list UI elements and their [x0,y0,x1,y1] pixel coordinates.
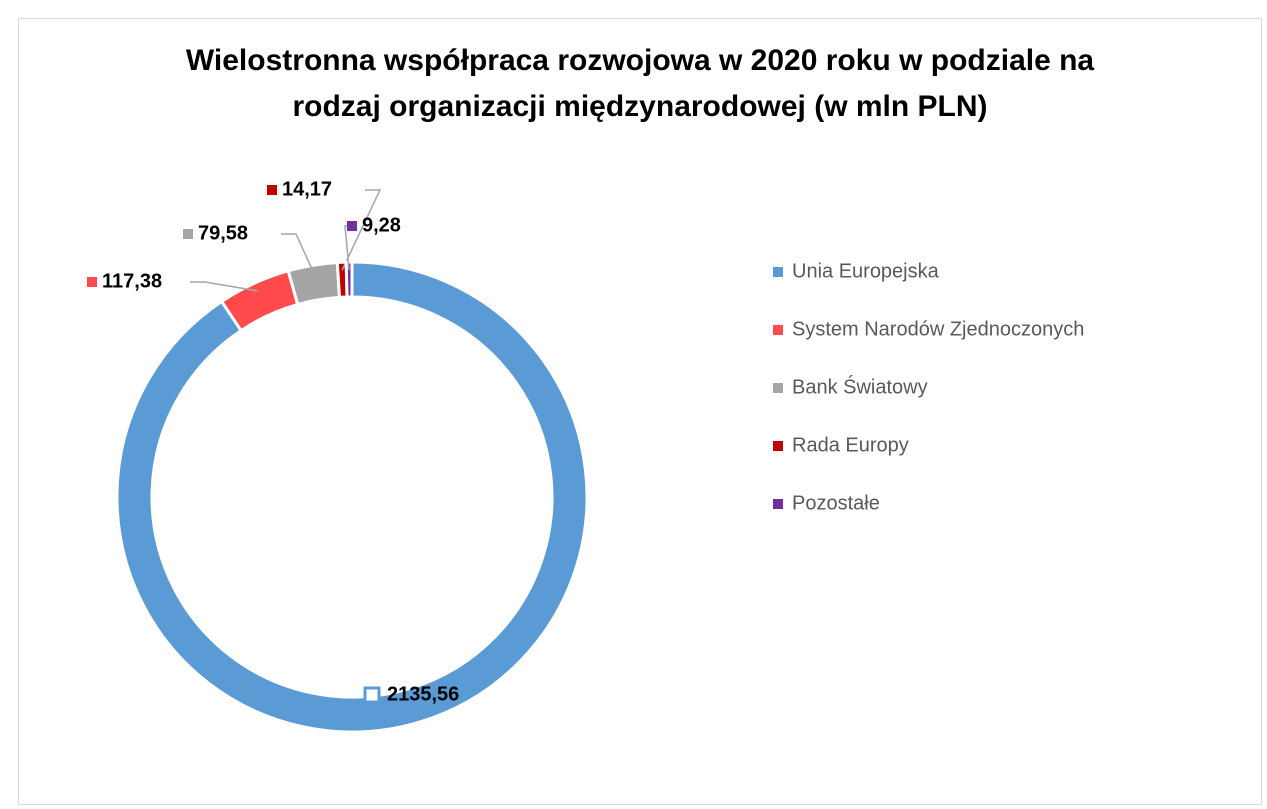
legend-marker [773,441,783,451]
value-label: 14,17 [282,178,332,200]
value-label: 117,38 [102,270,162,292]
label-marker [87,277,97,287]
donut-segment [286,260,342,307]
label-marker [363,686,381,704]
chart-border [18,18,1262,805]
legend-marker [773,325,783,335]
value-label: 79,58 [198,222,248,244]
legend-label: System Narodów Zjednoczonych [792,318,1084,340]
label-marker [183,229,193,239]
donut-segment [115,260,589,734]
chart-title: rodzaj organizacji międzynarodowej (w ml… [292,90,987,123]
value-label: 2135,56 [387,683,459,705]
legend-label: Pozostałe [792,492,880,514]
chart-title: Wielostronna współpraca rozwojowa w 2020… [186,44,1095,77]
legend-marker [773,383,783,393]
legend-label: Unia Europejska [792,260,940,282]
value-label: 9,28 [362,214,401,236]
legend-marker [773,499,783,509]
label-marker [267,185,277,195]
legend-marker [773,267,783,277]
leader-line [341,189,382,271]
legend-label: Rada Europy [792,434,909,456]
legend-label: Bank Światowy [792,374,928,398]
leader-line [281,233,315,274]
leader-line [190,281,258,292]
label-marker [347,221,357,231]
